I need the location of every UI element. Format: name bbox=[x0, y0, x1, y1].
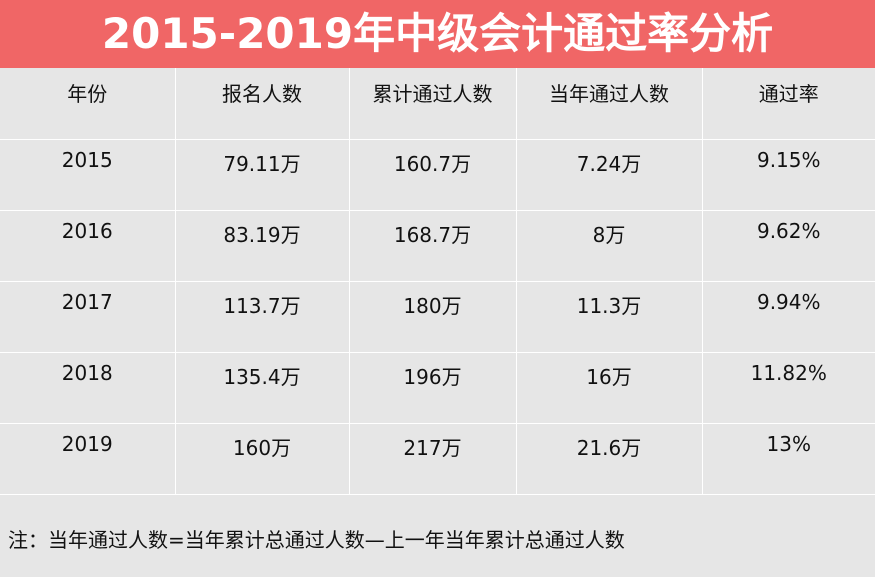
cell-annual-passed: 7.24万 bbox=[516, 139, 703, 211]
table-row: 2017 113.7万 180万 11.3万 9.94% bbox=[0, 281, 875, 353]
header-annual-passed: 当年通过人数 bbox=[516, 68, 703, 140]
header-cumulative-passed: 累计通过人数 bbox=[349, 68, 517, 140]
cell-pass-rate: 9.15% bbox=[702, 139, 875, 211]
cell-annual-passed: 21.6万 bbox=[516, 423, 703, 495]
cell-cumulative-passed: 180万 bbox=[349, 281, 517, 353]
cell-year: 2017 bbox=[0, 281, 176, 353]
cell-pass-rate: 11.82% bbox=[702, 352, 875, 424]
cell-pass-rate: 9.94% bbox=[702, 281, 875, 353]
cell-pass-rate: 9.62% bbox=[702, 210, 875, 282]
page-title: 2015-2019年中级会计通过率分析 bbox=[101, 9, 774, 58]
table-row: 2018 135.4万 196万 16万 11.82% bbox=[0, 352, 875, 424]
cell-year: 2018 bbox=[0, 352, 176, 424]
cell-pass-rate: 13% bbox=[702, 423, 875, 495]
table-row: 2019 160万 217万 21.6万 13% bbox=[0, 423, 875, 495]
cell-year: 2016 bbox=[0, 210, 176, 282]
table-header-row: 年份 报名人数 累计通过人数 当年通过人数 通过率 bbox=[0, 68, 875, 140]
cell-registrants: 79.11万 bbox=[175, 139, 350, 211]
footnote: 注：当年通过人数=当年累计总通过人数—上一年当年累计总通过人数 bbox=[8, 528, 625, 552]
cell-cumulative-passed: 196万 bbox=[349, 352, 517, 424]
header-pass-rate: 通过率 bbox=[702, 68, 875, 140]
cell-registrants: 113.7万 bbox=[175, 281, 350, 353]
cell-cumulative-passed: 160.7万 bbox=[349, 139, 517, 211]
header-year: 年份 bbox=[0, 68, 176, 140]
cell-cumulative-passed: 168.7万 bbox=[349, 210, 517, 282]
cell-annual-passed: 8万 bbox=[516, 210, 703, 282]
cell-registrants: 135.4万 bbox=[175, 352, 350, 424]
cell-year: 2015 bbox=[0, 139, 176, 211]
cell-registrants: 83.19万 bbox=[175, 210, 350, 282]
cell-year: 2019 bbox=[0, 423, 176, 495]
title-bar: 2015-2019年中级会计通过率分析 bbox=[0, 0, 875, 68]
pass-rate-table: 年份 报名人数 累计通过人数 当年通过人数 通过率 2015 79.11万 16… bbox=[0, 68, 875, 495]
header-registrants: 报名人数 bbox=[175, 68, 350, 140]
cell-annual-passed: 11.3万 bbox=[516, 281, 703, 353]
cell-cumulative-passed: 217万 bbox=[349, 423, 517, 495]
table-row: 2016 83.19万 168.7万 8万 9.62% bbox=[0, 210, 875, 282]
cell-registrants: 160万 bbox=[175, 423, 350, 495]
table-row: 2015 79.11万 160.7万 7.24万 9.15% bbox=[0, 139, 875, 211]
cell-annual-passed: 16万 bbox=[516, 352, 703, 424]
